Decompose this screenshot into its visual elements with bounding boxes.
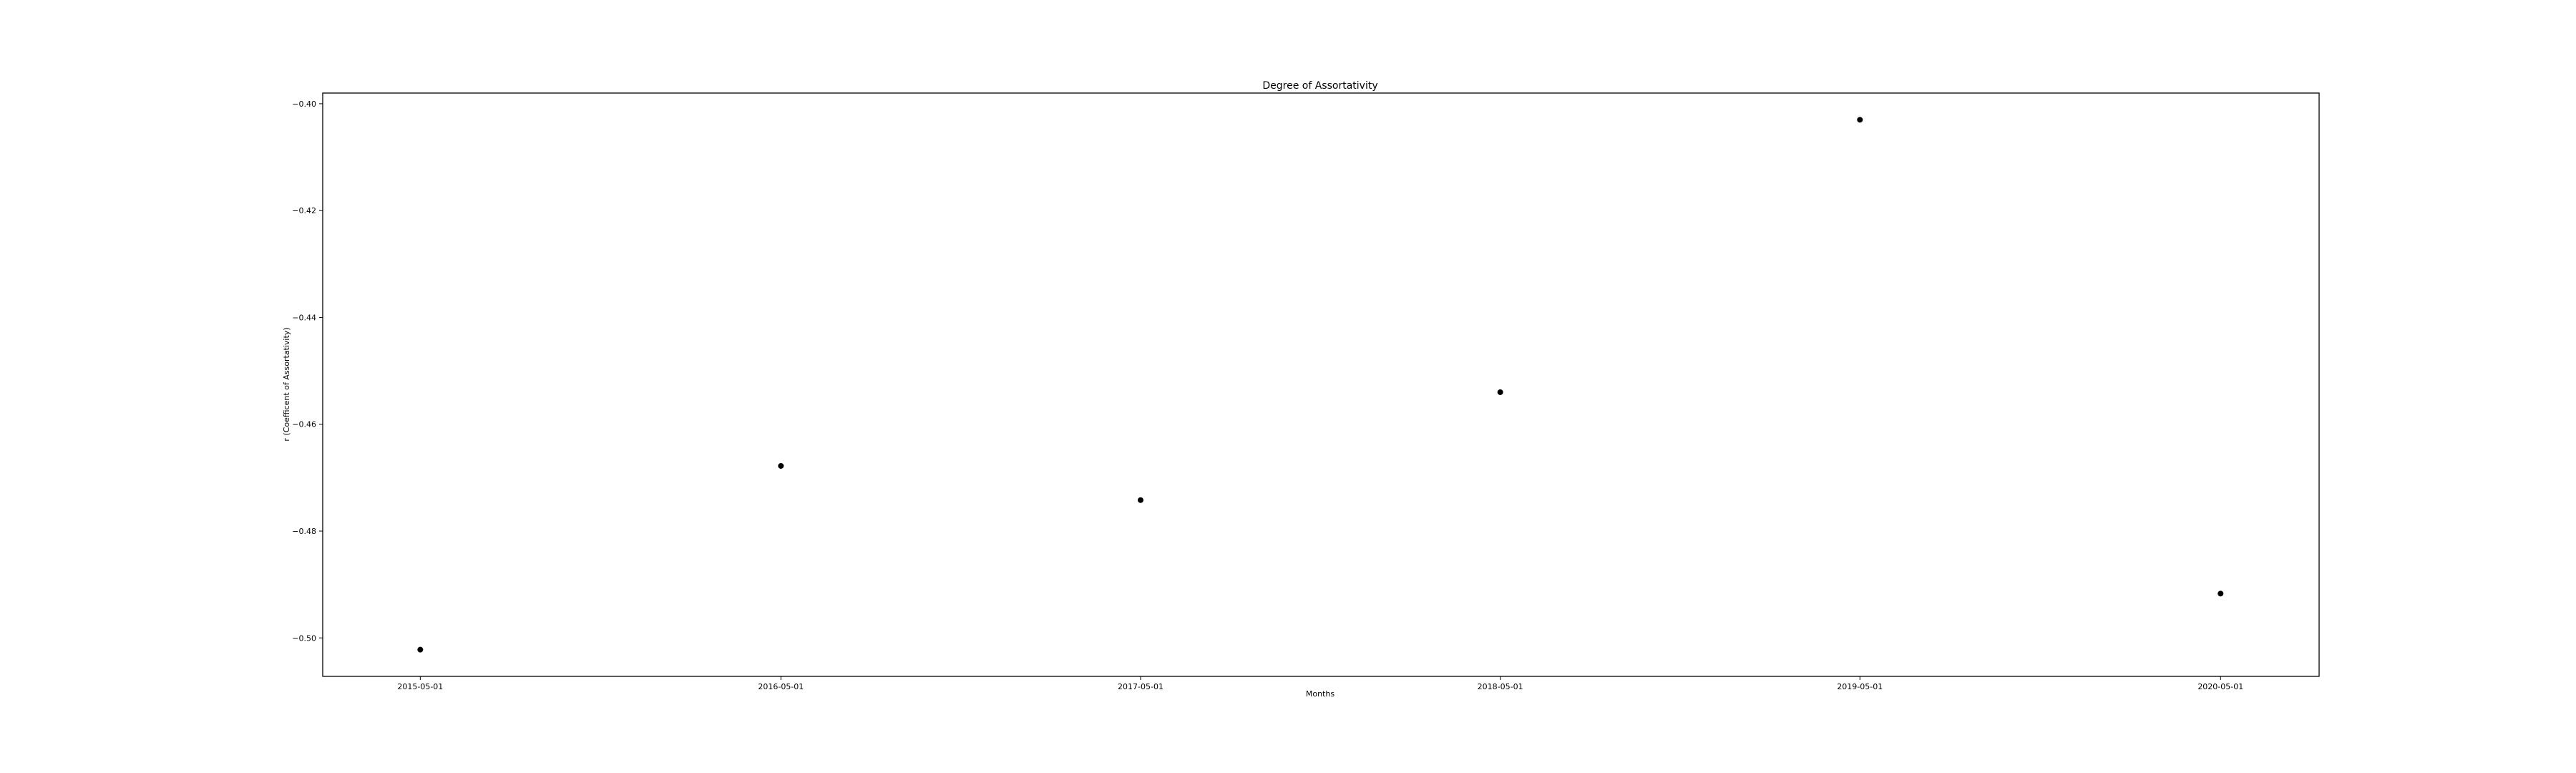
data-point xyxy=(2218,590,2224,597)
data-point xyxy=(1137,497,1143,503)
y-tick-label: −0.44 xyxy=(292,313,316,322)
y-tick-label: −0.46 xyxy=(292,420,316,429)
x-tick-label: 2016-05-01 xyxy=(758,682,804,691)
y-tick-label: −0.40 xyxy=(292,99,316,109)
plot-frame xyxy=(322,92,2320,677)
x-axis-label: Months xyxy=(1306,689,1335,699)
x-tick-label: 2015-05-01 xyxy=(397,682,443,691)
data-points xyxy=(417,117,2224,653)
x-tick-label: 2019-05-01 xyxy=(1837,682,1883,691)
x-tick-label: 2020-05-01 xyxy=(2197,682,2243,691)
data-point xyxy=(417,646,424,653)
y-tick-label: −0.42 xyxy=(292,206,316,215)
y-axis-label: r (Coefficent of Assortativity) xyxy=(282,327,291,441)
data-point xyxy=(778,462,784,469)
y-tick-label: −0.50 xyxy=(292,633,316,643)
y-tick-label: −0.48 xyxy=(292,527,316,536)
plot-area: 2015-05-01 2016-05-01 2017-05-01 2018-05-01… xyxy=(292,92,2320,691)
data-point xyxy=(1857,117,1863,123)
data-point xyxy=(1497,389,1503,395)
chart-title: Degree of Assortativity xyxy=(1262,80,1377,92)
y-axis: −0.40 −0.42 −0.44 −0.46 −0.48 −0.50 xyxy=(292,99,323,643)
x-axis: 2015-05-01 2016-05-01 2017-05-01 2018-05-01… xyxy=(397,676,2243,691)
x-tick-label: 2018-05-01 xyxy=(1478,682,1523,691)
x-tick-label: 2017-05-01 xyxy=(1118,682,1163,691)
